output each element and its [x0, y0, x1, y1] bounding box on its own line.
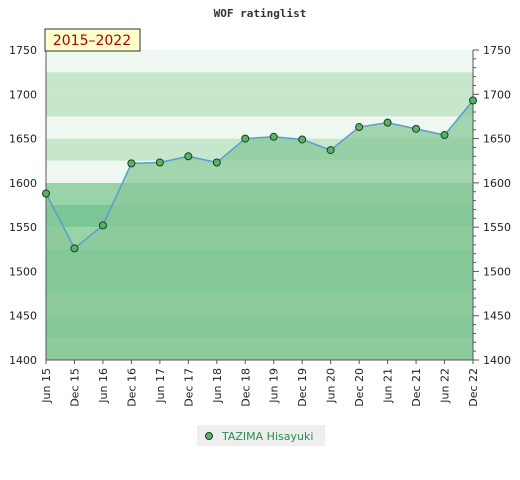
- y-tick-label-right: 1650: [483, 133, 511, 146]
- data-point: [440, 131, 449, 140]
- period-badge-box: [44, 28, 141, 52]
- x-tick-label: Dec 19: [296, 368, 309, 407]
- series-line: [45, 100, 474, 250]
- data-point: [212, 158, 221, 167]
- data-point: [42, 189, 50, 198]
- data-point: [355, 123, 364, 132]
- data-point: [241, 134, 250, 143]
- period-badge: 2015–2022: [44, 28, 141, 52]
- data-point: [298, 135, 307, 144]
- legend: TAZIMA Hisayuki: [197, 425, 325, 446]
- data-points: [42, 96, 477, 253]
- legend-marker: [205, 432, 213, 440]
- y-tick-label-left: 1450: [9, 310, 37, 323]
- x-tick-label: Jun 20: [325, 368, 338, 404]
- x-tick-label: Jun 16: [97, 368, 110, 404]
- axes: 1400 1400 1450 1450 1500 1500 1550 1550 1600 1600…: [9, 44, 511, 407]
- y-tick-label-left: 1650: [9, 133, 37, 146]
- x-tick-label: Dec 18: [239, 368, 252, 407]
- data-point: [412, 124, 421, 133]
- grid-band: [46, 72, 473, 95]
- data-point: [127, 159, 136, 168]
- y-tick-label-left: 1500: [9, 265, 37, 278]
- y-tick-label-left: 1600: [9, 177, 37, 190]
- legend-box: [197, 425, 325, 446]
- grid-band: [46, 94, 473, 117]
- x-tick-label: Dec 15: [68, 368, 81, 407]
- x-tick-label: Dec 20: [353, 368, 366, 407]
- y-tick-label-right: 1550: [483, 221, 511, 234]
- grid-band: [46, 50, 473, 73]
- chart-title: WOF ratinglist: [214, 7, 307, 20]
- x-tick-label: Jun 18: [211, 368, 224, 404]
- y-tick-label-right: 1700: [483, 88, 511, 101]
- x-tick-label: Jun 17: [154, 368, 167, 404]
- x-tick-label: Dec 21: [410, 368, 423, 407]
- y-tick-label-right: 1600: [483, 177, 511, 190]
- y-tick-label-right: 1750: [483, 44, 511, 57]
- plot-area: [45, 100, 474, 361]
- period-label: 2015–2022: [53, 33, 131, 49]
- y-tick-label-left: 1550: [9, 221, 37, 234]
- x-tick-label: Dec 22: [467, 368, 480, 407]
- y-tick-label-right: 1450: [483, 310, 511, 323]
- legend-series-label: TAZIMA Hisayuki: [221, 430, 313, 443]
- x-tick-label: Jun 15: [40, 368, 53, 404]
- y-tick-label-right: 1500: [483, 265, 511, 278]
- data-point: [383, 118, 392, 127]
- y-tick-label-left: 1750: [9, 44, 37, 57]
- y-tick-label-right: 1400: [483, 354, 511, 367]
- series-area: [46, 100, 473, 361]
- data-point: [469, 96, 477, 105]
- data-point: [184, 152, 193, 161]
- x-tick-label: Jun 19: [268, 368, 281, 404]
- y-tick-label-left: 1700: [9, 88, 37, 101]
- data-point: [155, 158, 164, 167]
- data-point: [98, 221, 107, 230]
- y-tick-label-left: 1400: [9, 354, 37, 367]
- x-tick-label: Jun 22: [439, 368, 452, 404]
- data-point: [70, 244, 79, 253]
- x-tick-label: Dec 16: [125, 368, 138, 407]
- data-point: [326, 146, 335, 155]
- x-tick-label: Dec 17: [182, 368, 195, 407]
- x-tick-label: Jun 21: [382, 368, 395, 404]
- data-point: [269, 132, 278, 141]
